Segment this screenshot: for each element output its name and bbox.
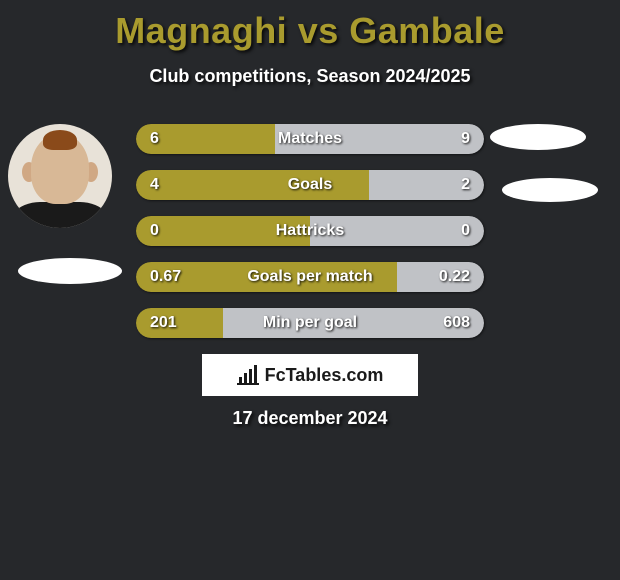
stat-label: Matches xyxy=(136,124,484,154)
stat-row: Hattricks0 0 xyxy=(136,216,484,246)
comparison-title: Magnaghi vs Gambale xyxy=(0,0,620,52)
stat-label: Goals xyxy=(136,170,484,200)
player1-avatar xyxy=(8,124,112,228)
stat-row: Min per goal201 608 xyxy=(136,308,484,338)
stat-row: Goals4 2 xyxy=(136,170,484,200)
bar-chart-icon xyxy=(237,365,259,385)
subtitle: Club competitions, Season 2024/2025 xyxy=(0,66,620,87)
player1-shadow-ellipse xyxy=(18,258,122,284)
stat-label: Min per goal xyxy=(136,308,484,338)
stat-label: Goals per match xyxy=(136,262,484,292)
stat-value-left: 6 xyxy=(150,124,159,154)
stat-value-right: 0.22 xyxy=(439,262,470,292)
logo-text: FcTables.com xyxy=(265,365,384,386)
player2-ellipse-1 xyxy=(490,124,586,150)
fctables-logo: FcTables.com xyxy=(202,354,418,396)
player2-ellipse-2 xyxy=(502,178,598,202)
stat-label: Hattricks xyxy=(136,216,484,246)
stat-value-right: 608 xyxy=(443,308,470,338)
stat-value-right: 0 xyxy=(461,216,470,246)
stat-row: Goals per match0.67 0.22 xyxy=(136,262,484,292)
player1-name: Magnaghi xyxy=(115,10,287,51)
stat-row: Matches6 9 xyxy=(136,124,484,154)
stat-value-left: 0 xyxy=(150,216,159,246)
stat-value-left: 4 xyxy=(150,170,159,200)
player2-name: Gambale xyxy=(349,10,505,51)
date-label: 17 december 2024 xyxy=(0,408,620,429)
stat-value-left: 201 xyxy=(150,308,177,338)
stat-value-right: 2 xyxy=(461,170,470,200)
stat-value-right: 9 xyxy=(461,124,470,154)
vs-text: vs xyxy=(287,10,349,51)
stat-value-left: 0.67 xyxy=(150,262,181,292)
stats-panel: Matches6 9 Goals4 2 Hattricks0 0 Goals per mat… xyxy=(136,124,484,354)
